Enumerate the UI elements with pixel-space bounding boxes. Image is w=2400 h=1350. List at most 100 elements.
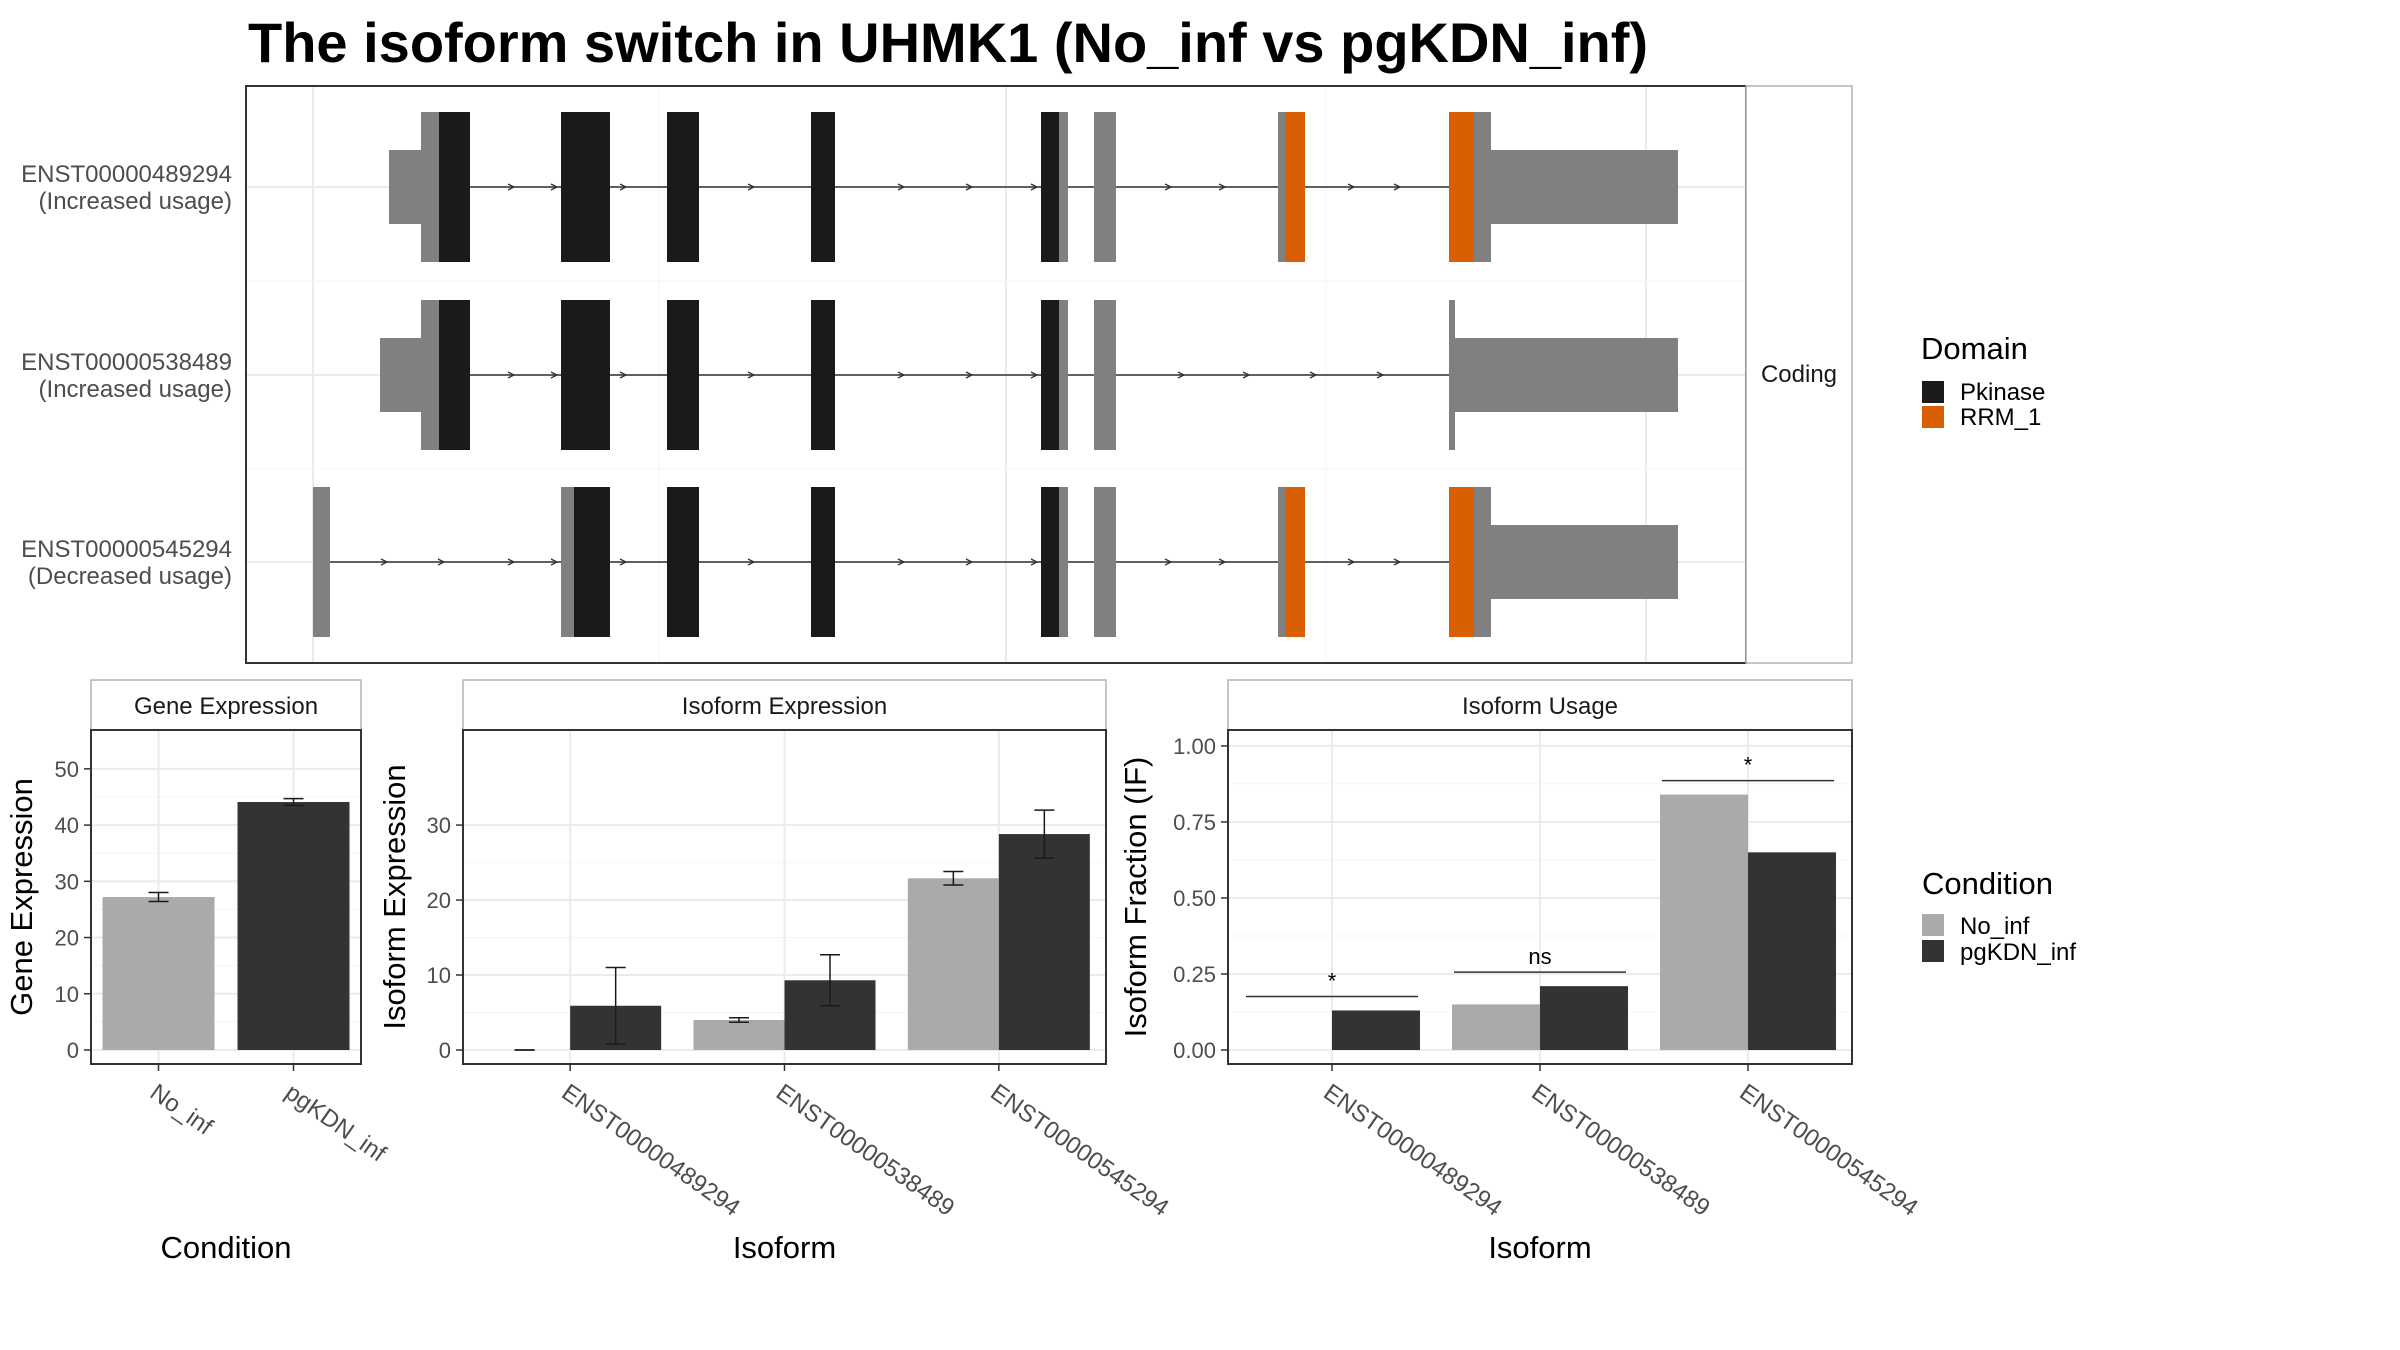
x-tick-label: ENST00000545294 bbox=[1735, 1079, 1923, 1222]
panel-strip bbox=[462, 679, 1107, 731]
exon-pkinase-domain bbox=[1041, 300, 1059, 450]
y-axis-title: Isoform Expression bbox=[377, 764, 412, 1029]
bar bbox=[1540, 986, 1628, 1050]
isoform-usage-label: (Increased usage) bbox=[39, 188, 232, 215]
exon-utr bbox=[1059, 300, 1068, 450]
panel-strip-title: Gene Expression bbox=[134, 693, 318, 720]
coding-strip-label: Coding bbox=[1761, 361, 1837, 388]
intron-arrow bbox=[1030, 371, 1039, 379]
isoform-usage-label: (Increased usage) bbox=[39, 376, 232, 403]
intron-arrow bbox=[619, 183, 628, 191]
legend-label-pgkdn-inf: pgKDN_inf bbox=[1960, 939, 2076, 966]
bar bbox=[102, 897, 215, 1050]
exon-pkinase-domain bbox=[811, 300, 835, 450]
x-tick-label: pgKDN_inf bbox=[280, 1079, 391, 1168]
significance-label: * bbox=[1744, 753, 1753, 778]
y-tick-label: 0.75 bbox=[1173, 810, 1216, 835]
y-tick-label: 0.25 bbox=[1173, 962, 1216, 987]
bar bbox=[1660, 794, 1748, 1050]
legend-label-no-inf: No_inf bbox=[1960, 913, 2030, 940]
condition-legend: Condition No_inf pgKDN_inf bbox=[1922, 866, 2076, 966]
condition-legend-title: Condition bbox=[1922, 866, 2053, 901]
exon-utr bbox=[1474, 112, 1491, 262]
intron-arrow bbox=[507, 558, 516, 566]
intron-arrow bbox=[550, 183, 559, 191]
intron-arrow bbox=[1242, 371, 1251, 379]
x-tick-label: ENST00000489294 bbox=[557, 1079, 745, 1222]
error-bar bbox=[605, 966, 626, 1045]
exon-rrm1-domain bbox=[1449, 487, 1474, 637]
error-bar bbox=[1034, 809, 1055, 859]
intron-arrow bbox=[550, 558, 559, 566]
intron-arrow bbox=[1309, 371, 1318, 379]
bar bbox=[998, 834, 1090, 1050]
legend-label-pkinase: Pkinase bbox=[1960, 379, 2045, 406]
intron-arrow bbox=[380, 558, 389, 566]
exon-utr bbox=[1094, 300, 1116, 450]
y-tick-label: 20 bbox=[427, 888, 451, 913]
isoform-id-label: ENST00000489294 bbox=[21, 161, 232, 188]
y-tick-label: 30 bbox=[55, 869, 79, 894]
intron-arrow bbox=[1393, 558, 1402, 566]
intron-arrow bbox=[1347, 558, 1356, 566]
exon-utr bbox=[1094, 487, 1116, 637]
intron-arrow bbox=[897, 558, 906, 566]
intron-arrow bbox=[1347, 183, 1356, 191]
intron-arrow bbox=[1393, 183, 1402, 191]
panel-border bbox=[90, 729, 362, 1065]
panel-strip bbox=[1227, 679, 1853, 731]
bar bbox=[907, 878, 999, 1050]
panel-strip bbox=[90, 679, 362, 731]
exon-utr bbox=[1059, 487, 1068, 637]
isoform-id-label: ENST00000538489 bbox=[21, 349, 232, 376]
intron-arrow bbox=[1376, 371, 1385, 379]
exon-utr bbox=[561, 487, 574, 637]
structure-rows bbox=[313, 112, 1678, 637]
gene-structure-panel: Coding ENST00000489294(Increased usage)E… bbox=[21, 85, 1853, 664]
exon-pkinase-domain bbox=[811, 487, 835, 637]
intron-arrow bbox=[965, 371, 974, 379]
exon-pkinase-domain bbox=[439, 300, 470, 450]
exon-pkinase-domain bbox=[574, 487, 610, 637]
exon-utr bbox=[1491, 150, 1678, 224]
intron-arrow bbox=[965, 558, 974, 566]
intron-arrow bbox=[1030, 183, 1039, 191]
exon-utr bbox=[1094, 112, 1116, 262]
exon-pkinase-domain bbox=[561, 300, 610, 450]
legend-key-pgkdn-inf bbox=[1922, 940, 1944, 962]
x-axis-title: Condition bbox=[161, 1230, 292, 1265]
y-tick-label: 40 bbox=[55, 813, 79, 838]
isoform-track-2 bbox=[380, 300, 1678, 450]
exon-rrm1-domain bbox=[1285, 112, 1305, 262]
bar bbox=[1332, 1010, 1420, 1050]
y-axis-title: Isoform Fraction (IF) bbox=[1118, 757, 1153, 1038]
intron-arrow bbox=[897, 183, 906, 191]
isoform-track-3 bbox=[313, 487, 1678, 637]
x-tick-label: ENST00000538489 bbox=[771, 1079, 959, 1222]
exon-utr bbox=[1278, 487, 1285, 637]
panel-strip-title: Isoform Usage bbox=[1462, 693, 1618, 720]
gene-expression-panel: Gene Expression 0 10 20 30 40 50 No_inf pgKDN_in… bbox=[4, 679, 391, 1265]
isoform-track-1 bbox=[389, 112, 1678, 262]
exon-pkinase-domain bbox=[667, 112, 699, 262]
y-tick-label: 0.50 bbox=[1173, 886, 1216, 911]
exon-utr bbox=[1278, 112, 1285, 262]
x-axis-title: Isoform bbox=[1488, 1230, 1591, 1265]
error-bar bbox=[820, 954, 840, 1007]
exon-pkinase-domain bbox=[1041, 112, 1059, 262]
exon-utr bbox=[1474, 487, 1491, 637]
significance-label: * bbox=[1328, 968, 1337, 993]
legend-key-no-inf bbox=[1922, 914, 1944, 936]
x-tick-label: ENST00000489294 bbox=[1319, 1079, 1507, 1222]
domain-legend-title: Domain bbox=[1921, 331, 2028, 366]
isoform-usage-label: (Decreased usage) bbox=[28, 563, 232, 590]
y-tick-label: 50 bbox=[55, 757, 79, 782]
intron-arrow bbox=[507, 183, 516, 191]
intron-arrow bbox=[619, 371, 628, 379]
intron-arrow bbox=[1218, 558, 1227, 566]
figure-title: The isoform switch in UHMK1 (No_inf vs p… bbox=[248, 11, 1648, 74]
exon-pkinase-domain bbox=[561, 112, 610, 262]
x-axis-title: Isoform bbox=[733, 1230, 836, 1265]
isoform-labels: ENST00000489294(Increased usage)ENST0000… bbox=[21, 161, 232, 590]
